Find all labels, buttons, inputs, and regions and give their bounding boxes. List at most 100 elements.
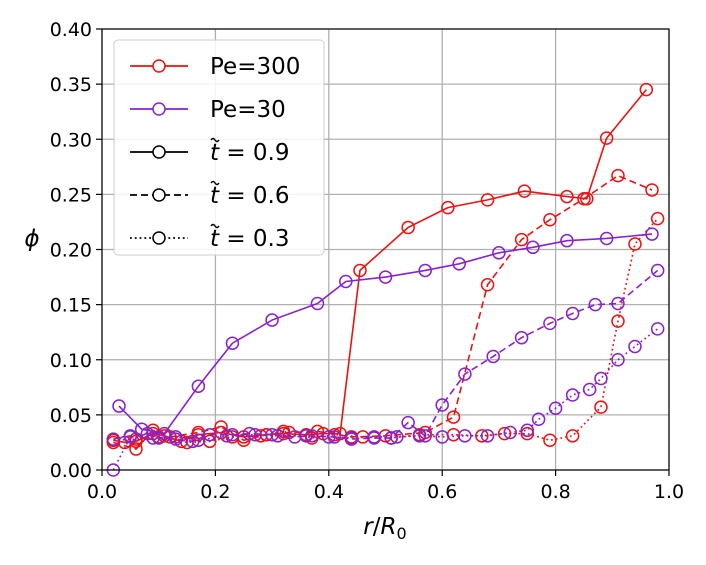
legend-marker xyxy=(152,231,166,245)
data-point xyxy=(458,367,472,381)
series-line xyxy=(113,269,659,443)
legend-label: t = 0.9 xyxy=(210,140,290,166)
data-point xyxy=(112,399,126,413)
legend-label: Pe=300 xyxy=(210,54,300,80)
data-point xyxy=(401,415,415,430)
data-point xyxy=(151,431,166,445)
data-point xyxy=(367,430,381,444)
legend-entry-1: Pe=300 xyxy=(130,54,300,80)
data-point xyxy=(458,429,472,443)
legend-t-value: = 0.3 xyxy=(219,226,289,252)
data-point xyxy=(565,306,580,321)
legend-t-symbol: t xyxy=(210,226,220,252)
data-point xyxy=(418,263,432,278)
x-axis-label-sub: 0 xyxy=(397,524,407,543)
data-point xyxy=(146,431,160,445)
data-point xyxy=(168,430,183,444)
data-point xyxy=(628,237,642,251)
data-point xyxy=(480,278,495,292)
data-point xyxy=(503,425,517,440)
data-point xyxy=(271,429,285,443)
data-point xyxy=(520,426,534,441)
data-point xyxy=(560,233,574,248)
legend-t-value: = 0.9 xyxy=(219,140,289,166)
data-point xyxy=(611,353,625,367)
legend-label: t = 0.3 xyxy=(210,226,290,252)
data-point xyxy=(599,131,614,145)
data-point xyxy=(514,232,529,247)
data-point xyxy=(412,429,427,443)
data-point xyxy=(588,297,603,312)
legend-entry-2: Pe=30 xyxy=(130,97,286,123)
y-tick-label: 0.00 xyxy=(50,460,92,482)
legend-t-symbol: t xyxy=(210,183,220,209)
data-point xyxy=(322,430,336,444)
data-point xyxy=(543,316,557,331)
y-tick-label: 0.20 xyxy=(50,240,92,262)
data-point xyxy=(123,430,138,444)
data-point xyxy=(225,336,240,350)
data-point xyxy=(242,426,257,441)
data-point xyxy=(611,168,625,183)
data-point xyxy=(310,296,325,311)
data-point xyxy=(384,431,398,445)
data-point xyxy=(435,430,449,444)
legend-t-symbol: t xyxy=(210,140,220,166)
legend-label: t = 0.6 xyxy=(210,183,290,209)
legend-entry-3: t = 0.9 xyxy=(130,137,290,166)
x-tick-label: 0.4 xyxy=(314,481,344,503)
series-6 xyxy=(106,322,665,477)
legend-marker xyxy=(152,145,166,159)
x-tick-label: 0.8 xyxy=(540,481,570,503)
data-point xyxy=(452,257,466,271)
y-axis-label: ϕ xyxy=(24,226,39,252)
y-tick-label: 0.35 xyxy=(50,74,92,96)
x-axis-label: r/R0 xyxy=(363,514,406,543)
data-point xyxy=(543,433,557,447)
data-point xyxy=(565,429,580,443)
legend-entry-5: t = 0.3 xyxy=(130,223,290,252)
data-point xyxy=(305,429,319,443)
data-point xyxy=(486,349,500,364)
y-tick-label: 0.40 xyxy=(50,19,92,41)
data-point xyxy=(582,382,597,397)
data-point xyxy=(650,211,665,226)
data-point xyxy=(520,423,534,438)
data-point xyxy=(645,227,659,241)
data-point xyxy=(248,427,262,442)
axis-ticks: 0.0 0.2 0.4 0.6 0.8 1.0 0.00 0.05 0.10 0.15 0.20 0.… xyxy=(50,19,684,503)
x-tick-label: 0.0 xyxy=(87,481,117,503)
data-point xyxy=(219,429,234,443)
data-point xyxy=(577,192,591,206)
x-tick-label: 0.2 xyxy=(200,481,230,503)
data-point xyxy=(526,240,540,255)
series-layer xyxy=(106,82,665,477)
data-point xyxy=(106,432,121,446)
data-point xyxy=(650,263,665,278)
legend-entry-4: t = 0.6 xyxy=(130,180,290,209)
data-point xyxy=(492,246,506,260)
legend-label: Pe=30 xyxy=(210,97,286,123)
data-point xyxy=(611,296,625,311)
data-point xyxy=(401,220,415,235)
data-point xyxy=(225,427,240,442)
y-tick-label: 0.25 xyxy=(50,184,92,206)
legend-marker xyxy=(152,188,166,202)
x-axis-label-sep: / xyxy=(373,514,381,540)
data-point xyxy=(202,427,217,442)
data-point xyxy=(517,184,532,198)
tilde-accent-icon xyxy=(210,223,220,229)
x-axis-label-R: R xyxy=(381,514,397,540)
data-point xyxy=(628,339,642,354)
tilde-accent-icon xyxy=(210,137,220,143)
legend-marker xyxy=(152,102,166,116)
data-point xyxy=(565,388,580,402)
y-tick-label: 0.10 xyxy=(50,350,92,372)
x-tick-label: 0.6 xyxy=(427,481,457,503)
tilde-accent-icon xyxy=(210,180,220,186)
data-point xyxy=(353,263,367,278)
x-axis-label-r: r xyxy=(363,514,374,540)
data-point xyxy=(611,314,625,328)
legend-box xyxy=(113,39,325,256)
